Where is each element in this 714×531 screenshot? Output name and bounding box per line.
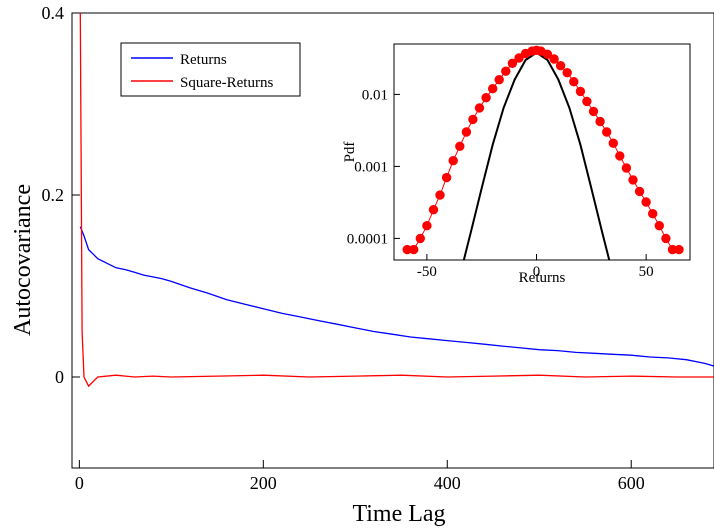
inset-series (402, 45, 684, 260)
inset-x-axis-label: Returns (519, 270, 566, 286)
inset-data-point (448, 156, 458, 166)
main-x-tick-label: 600 (618, 473, 645, 493)
inset-data-point (501, 66, 511, 76)
main-series (79, 12, 714, 388)
inset-data-point (621, 163, 632, 173)
inset-data-point (608, 138, 618, 148)
inset-data-point (674, 244, 684, 255)
inset-data-point (549, 54, 559, 64)
inset-data-point (474, 103, 485, 113)
inset-data-point (494, 75, 504, 85)
inset-data-point (514, 53, 524, 63)
legend-box (120, 42, 301, 97)
inset-data-point (575, 86, 586, 97)
main-y-tick-label: 0 (55, 367, 64, 387)
inset-data-point (582, 96, 592, 107)
inset-data-point (555, 60, 566, 71)
series-line-square-returns (79, 12, 714, 388)
inset-data-point (628, 175, 638, 185)
inset-x-tick-label: 50 (639, 264, 654, 280)
inset-data-point (661, 233, 671, 244)
inset-y-axis-label: Pdf (342, 142, 358, 163)
inset-axes: -50 0 50 0.0001 0.001 0.01 (347, 87, 654, 280)
inset-y-tick-label: 0.0001 (347, 231, 388, 247)
inset-data-point (648, 209, 658, 219)
inset-data-point (562, 68, 572, 78)
inset-data-point (507, 58, 518, 68)
legend: Returns Square-Returns (120, 42, 301, 97)
main-x-tick-label: 400 (434, 473, 461, 493)
inset-data-point (542, 49, 553, 59)
legend-label-returns: Returns (180, 52, 227, 68)
main-y-tick-label: 0.4 (42, 3, 65, 23)
main-y-axis-label: Autocovariance (10, 184, 36, 336)
main-axes: 0 200 400 600 0 0.2 0.4 (42, 3, 645, 493)
inset-data-point (435, 190, 445, 200)
inset-data-point (615, 151, 625, 161)
inset-data-point (409, 244, 419, 255)
inset-data-point (634, 186, 645, 197)
legend-label-square-returns: Square-Returns (180, 75, 273, 91)
inset-data-point (415, 233, 425, 244)
inset-data-point (641, 197, 651, 207)
inset-data-point (455, 141, 465, 152)
main-x-tick-label: 0 (75, 473, 84, 493)
main-plot-frame (71, 12, 714, 469)
main-x-axis-label: Time Lag (352, 501, 445, 527)
inset-data-point (654, 221, 664, 231)
inset-data-point (428, 205, 439, 215)
inset-data-point (422, 221, 432, 231)
inset-chart: -50 0 50 0.0001 0.001 0.01 Returns Pdf (342, 43, 691, 286)
series-line-returns (79, 226, 714, 367)
main-x-tick-label: 200 (250, 473, 277, 493)
inset-data-point (461, 127, 472, 137)
inset-data-point (569, 77, 579, 87)
inset-data-point (441, 172, 452, 183)
inset-plot-frame (393, 43, 691, 261)
inset-data-point (481, 93, 491, 103)
inset-data-point (488, 84, 498, 94)
inset-x-tick-label: 0 (533, 264, 541, 280)
inset-background (394, 44, 690, 260)
main-y-tick-label: 0.2 (42, 185, 65, 205)
inset-data-point (468, 114, 478, 125)
inset-x-tick-label: -50 (417, 264, 437, 280)
inset-data-point (602, 127, 612, 137)
inset-data-point (588, 106, 599, 117)
inset-y-tick-label: 0.001 (354, 159, 388, 175)
inset-y-tick-label: 0.01 (362, 87, 388, 103)
inset-data-point (595, 116, 605, 127)
